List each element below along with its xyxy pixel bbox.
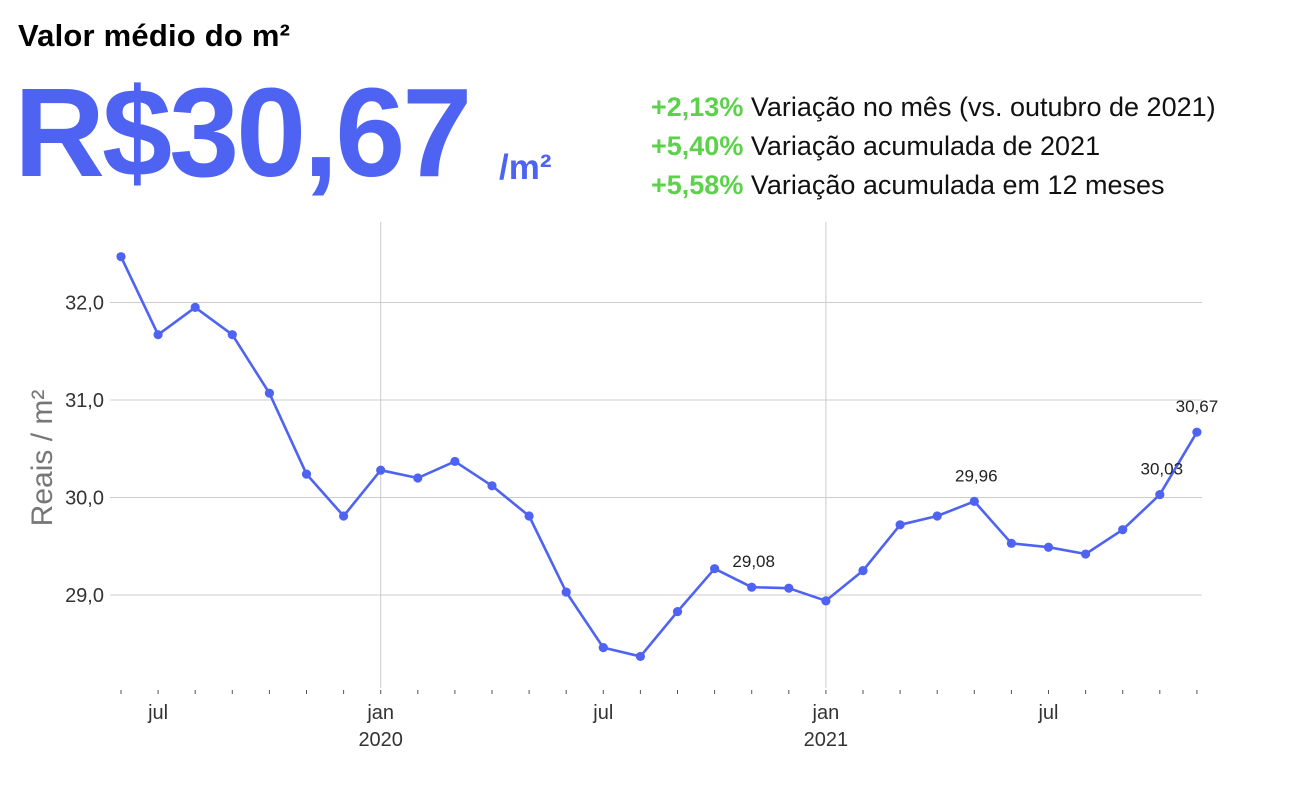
data-point [376, 465, 386, 475]
stat-12m: +5,58% Variação acumulada em 12 meses [651, 166, 1216, 205]
data-label: 30,67 [1176, 397, 1219, 416]
page-title: Valor médio do m² [18, 18, 291, 53]
data-point [487, 481, 497, 491]
y-tick-label: 32,0 [65, 293, 104, 315]
data-point [524, 511, 534, 521]
data-point [561, 587, 571, 597]
data-point [227, 330, 237, 340]
data-point [1118, 525, 1128, 535]
data-label: 29,96 [955, 466, 998, 485]
stat-ytd-value: +5,40% [651, 131, 744, 161]
data-point [1043, 542, 1054, 552]
data-point [747, 582, 757, 592]
data-point [413, 473, 423, 483]
data-point [672, 606, 683, 617]
data-point [858, 566, 868, 576]
x-tick-label: jul [592, 702, 613, 724]
data-point [190, 302, 200, 312]
data-point [153, 330, 163, 340]
y-tick-label: 30,0 [65, 488, 104, 510]
data-point [1081, 549, 1091, 559]
y-tick-label: 29,0 [65, 585, 104, 607]
x-tick-year-label: 2020 [358, 729, 403, 751]
data-point [821, 596, 831, 606]
data-point [1192, 427, 1202, 437]
data-point [264, 388, 274, 398]
data-point [598, 643, 608, 653]
stat-month: +2,13% Variação no mês (vs. outubro de 2… [651, 88, 1216, 127]
data-point [301, 469, 312, 479]
stat-month-value: +2,13% [651, 92, 744, 122]
stats-panel: +2,13% Variação no mês (vs. outubro de 2… [651, 88, 1216, 205]
data-label: 30,03 [1141, 460, 1184, 479]
data-point [969, 496, 979, 506]
data-point [339, 511, 349, 521]
data-label: 29,08 [732, 552, 775, 571]
x-tick-year-label: 2021 [804, 729, 849, 751]
data-point [710, 564, 720, 574]
data-point [635, 651, 646, 662]
stat-12m-label: Variação acumulada em 12 meses [750, 170, 1165, 200]
price-unit: /m² [499, 148, 552, 187]
y-tick-label: 31,0 [65, 390, 104, 412]
y-axis-label: Reais / m² [26, 390, 59, 527]
price-value: R$30,67 [14, 62, 472, 203]
series-line [119, 256, 1199, 658]
stat-12m-value: +5,58% [651, 170, 744, 200]
x-tick-label: jan [812, 702, 840, 724]
data-point [450, 456, 460, 467]
x-tick-label: jul [147, 702, 168, 724]
stat-ytd: +5,40% Variação acumulada de 2021 [651, 127, 1216, 166]
data-point [932, 511, 942, 521]
data-point [1155, 489, 1165, 500]
stat-ytd-label: Variação acumulada de 2021 [750, 131, 1101, 161]
x-tick-label: jan [366, 702, 394, 724]
data-point [1006, 538, 1017, 548]
data-point [116, 252, 126, 262]
data-point [784, 583, 794, 593]
x-tick-label: jul [1037, 702, 1058, 724]
stat-month-label: Variação no mês (vs. outubro de 2021) [750, 92, 1216, 122]
data-point [895, 520, 905, 530]
